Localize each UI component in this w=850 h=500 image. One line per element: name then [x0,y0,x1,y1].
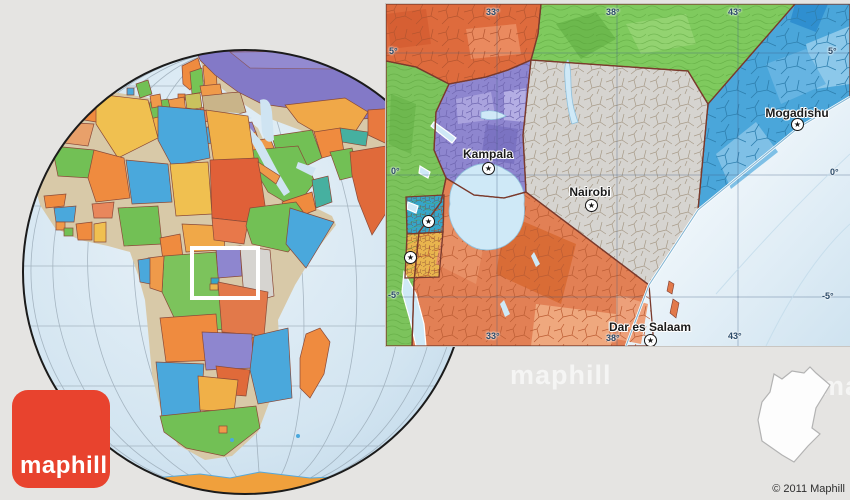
kenya-silhouette-shape [757,366,831,463]
city-marker-star-icon: ★ [422,215,435,228]
inset-bathymetry-lines [715,153,850,346]
city-marker-star-icon: ★ [791,118,804,131]
inset-coastline [625,96,850,346]
kenya-silhouette [757,366,831,463]
city-label-nairobi: Nairobi [569,185,611,199]
kenya-highlight-box [190,246,260,300]
lon-label: 33° [486,7,500,17]
city-marker-star-icon: ★ [404,251,417,264]
maphill-watermark: maphill [510,360,612,390]
lon-label: 43° [728,331,742,341]
city-label-dar-es-salaam: Dar es Salaam [608,320,692,334]
lat-label: 5° [389,46,398,56]
city-label-mogadishu: Mogadishu [765,106,829,120]
city-marker-star-icon: ★ [644,334,657,346]
lon-label: 33° [486,331,500,341]
lat-label: 5° [828,46,837,56]
lon-label: 43° [728,7,742,17]
inset-graticule [386,4,850,346]
inset-map-svg [386,4,850,346]
inset-map-kenya-region[interactable]: 33° 38° 43° 33° 38° 43° 5° 0° -5° 5° 0° … [386,4,850,346]
lon-label: 38° [606,7,620,17]
lat-label: 0° [391,166,400,176]
lat-label: -5° [388,290,400,300]
maphill-logo[interactable]: maphill [12,390,110,488]
city-marker-star-icon: ★ [482,162,495,175]
inset-islands [666,280,680,319]
city-marker-star-icon: ★ [585,199,598,212]
lon-label: 38° [606,333,620,343]
inset-lakes [401,59,579,346]
copyright-text: © 2011 Maphill [772,483,845,495]
lat-label: -5° [822,291,834,301]
maphill-logo-text: maphill [20,452,108,479]
globe-land [34,50,467,494]
lat-label: 0° [830,167,839,177]
city-label-kampala: Kampala [462,147,514,161]
